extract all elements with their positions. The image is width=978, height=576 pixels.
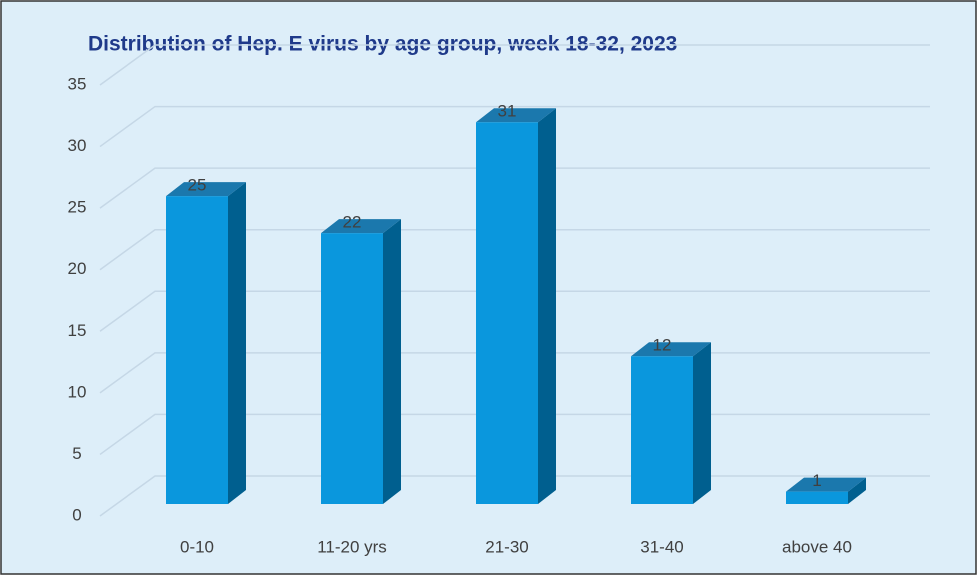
bar — [786, 477, 866, 504]
bar-top — [476, 108, 556, 123]
data-label: 25 — [188, 176, 207, 195]
y-tick-label: 25 — [68, 198, 87, 217]
y-tick-label: 15 — [68, 321, 87, 340]
bar-top — [166, 182, 246, 197]
y-tick-label: 10 — [68, 382, 87, 401]
bar-side — [693, 342, 711, 504]
bar-front — [476, 122, 538, 504]
grid-line — [99, 44, 930, 86]
bar — [166, 182, 246, 504]
y-tick-label: 30 — [68, 136, 87, 155]
bar-front — [786, 491, 848, 504]
bar-front — [166, 196, 228, 504]
data-label: 1 — [812, 471, 821, 490]
grid-line — [99, 290, 930, 332]
y-tick-label: 0 — [72, 505, 81, 524]
bar-side — [228, 182, 246, 504]
data-label: 12 — [653, 336, 672, 355]
x-tick-label: 31-40 — [640, 537, 683, 556]
grid-line — [99, 167, 930, 209]
bar-front — [321, 233, 383, 505]
y-tick-label: 20 — [68, 259, 87, 278]
bar-side — [848, 477, 866, 504]
y-tick-label: 5 — [72, 444, 81, 463]
bar-side — [383, 219, 401, 505]
x-tick-label: above 40 — [782, 537, 852, 556]
chart-title: Distribution of Hep. E virus by age grou… — [88, 33, 677, 56]
bar — [476, 108, 556, 504]
grid-line — [99, 228, 930, 271]
data-label: 22 — [343, 213, 362, 232]
bar — [631, 342, 711, 504]
x-tick-label: 21-30 — [485, 537, 528, 556]
bar-front — [631, 356, 693, 504]
bar-top — [321, 219, 401, 234]
bar — [321, 219, 401, 505]
x-tick-label: 11-20 yrs — [317, 537, 387, 556]
bar-top — [631, 342, 711, 357]
x-tick-label: 0-10 — [180, 537, 214, 556]
data-label: 31 — [498, 102, 517, 121]
grid-line — [99, 105, 930, 148]
y-tick-label: 35 — [68, 74, 87, 93]
bar-top — [786, 477, 866, 492]
bar-side — [538, 108, 556, 504]
